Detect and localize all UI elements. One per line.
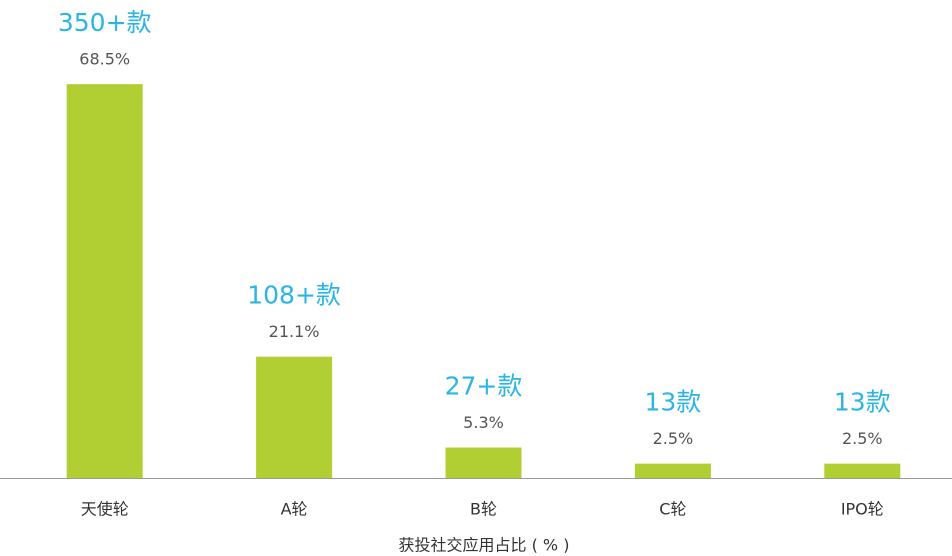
x-tick-label: B轮	[470, 500, 497, 519]
x-tick-label: A轮	[281, 500, 308, 519]
value-label: 5.3%	[463, 413, 504, 432]
value-label: 2.5%	[653, 429, 694, 448]
bar	[824, 463, 901, 478]
annotation: 350+款	[58, 8, 152, 37]
bar	[445, 447, 522, 478]
x-tick-label: C轮	[659, 500, 686, 519]
value-label: 2.5%	[842, 429, 883, 448]
bar	[66, 84, 143, 478]
x-tick-label: IPO轮	[841, 500, 884, 519]
annotation: 27+款	[445, 372, 523, 401]
annotation: 13款	[644, 388, 701, 417]
bar	[256, 356, 333, 478]
value-label: 21.1%	[269, 322, 320, 341]
annotation: 108+款	[247, 281, 341, 310]
value-label: 68.5%	[79, 50, 130, 69]
bar	[634, 463, 711, 478]
x-tick-label: 天使轮	[81, 500, 129, 519]
annotation: 13款	[834, 388, 891, 417]
x-axis-label: 获投社交应用占比 ( % )	[399, 536, 570, 555]
